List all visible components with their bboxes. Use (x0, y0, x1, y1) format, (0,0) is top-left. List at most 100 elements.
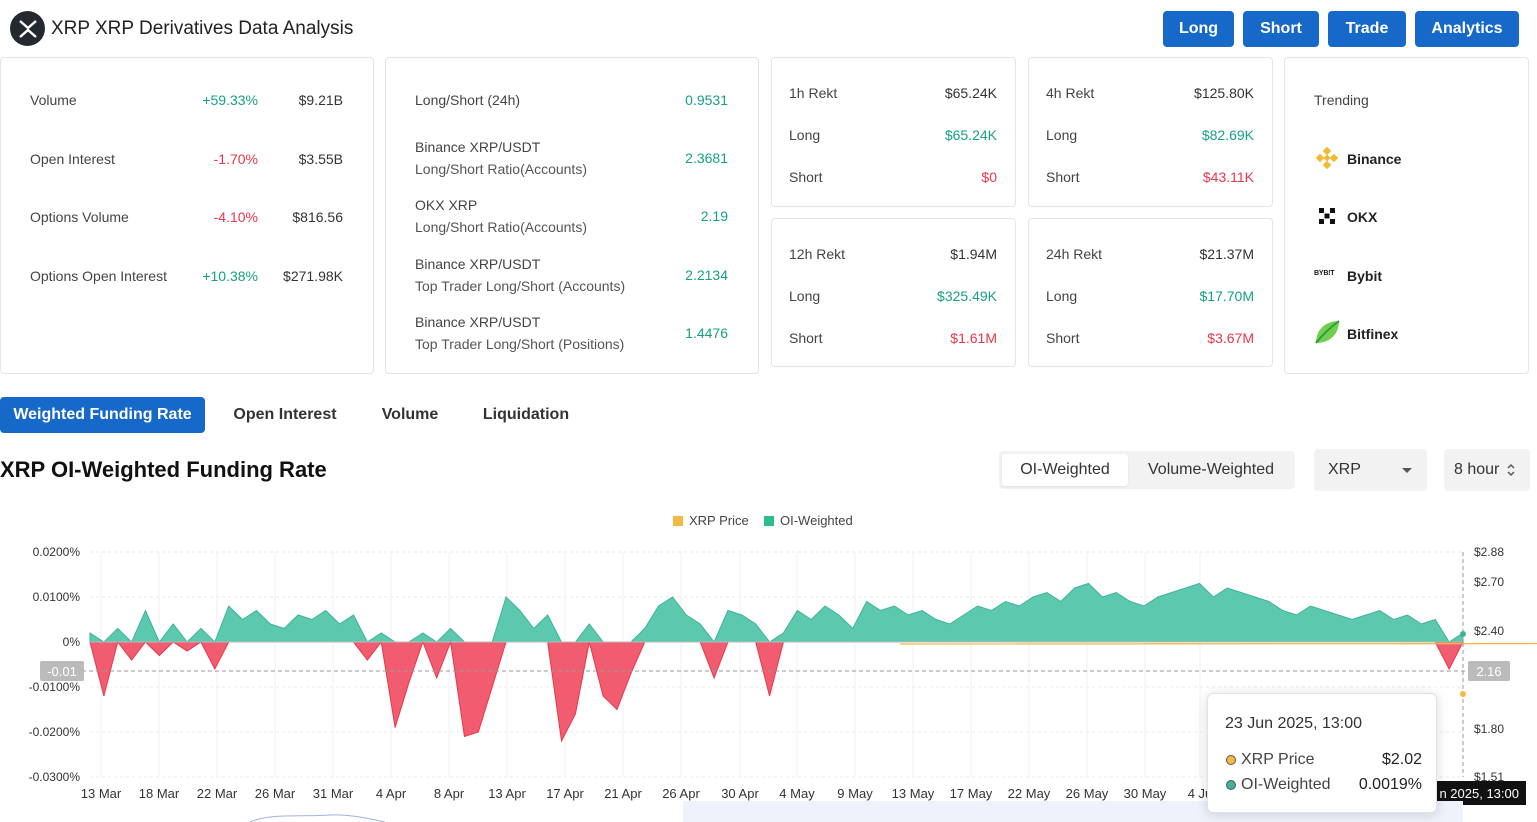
tooltip-oi-label: OI-Weighted (1241, 776, 1331, 793)
legend-swatch (673, 516, 683, 526)
chevron-down-icon (1402, 468, 1412, 473)
x-tick: 22 Mar (197, 786, 238, 801)
rekt-long-label: Long (1046, 288, 1078, 304)
tooltip-price-value: $2.02 (1381, 751, 1422, 768)
tooltip-date: 23 Jun 2025, 13:00 (1225, 715, 1363, 732)
market-label: Options Volume (30, 209, 129, 225)
y-left-tick: -0.0100% (29, 680, 81, 694)
rekt-title: 24h Rekt (1046, 246, 1103, 262)
y-right-tick: $2.88 (1474, 545, 1504, 559)
crosshair-right-label: 2.16 (1476, 664, 1501, 679)
ratio-value: 2.3681 (685, 150, 728, 166)
ratio-label: Binance XRP/USDT (415, 314, 541, 330)
x-tick: 4 Apr (376, 786, 407, 801)
market-label: Options Open Interest (30, 268, 167, 284)
tab-volume[interactable]: Volume (381, 406, 439, 423)
rekt-total: $65.24K (944, 85, 997, 101)
legend-label: OI-Weighted (780, 513, 853, 528)
coin-select[interactable]: XRP (1314, 449, 1427, 491)
oi-weighted-positive-area (89, 582, 1464, 643)
ratio-label: Binance XRP/USDT (415, 256, 541, 272)
x-tick: 30 May (1124, 786, 1167, 801)
tooltip-price-label: XRP Price (1241, 751, 1315, 768)
rekt-title: 1h Rekt (789, 85, 838, 101)
trade-button[interactable]: Trade (1328, 11, 1406, 47)
trending-item-bybit[interactable]: Bybit (1347, 268, 1382, 284)
trending-item-bitfinex[interactable]: Bitfinex (1347, 326, 1399, 342)
crosshair-x-label: n 2025, 13:00 (1439, 786, 1519, 801)
x-tick: 22 May (1008, 786, 1051, 801)
x-tick: 13 May (892, 786, 935, 801)
navigator-series (249, 814, 386, 822)
tab-liquidation[interactable]: Liquidation (482, 406, 570, 423)
ratio-sublabel: Long/Short Ratio(Accounts) (415, 219, 587, 235)
market-change: -1.70% (213, 151, 258, 167)
bitfinex-icon (1313, 318, 1341, 346)
interval-select[interactable]: 8 hour (1444, 449, 1530, 491)
rekt-total: $1.94M (950, 246, 997, 262)
x-tick: 9 May (837, 786, 873, 801)
ratio-value: 2.19 (700, 208, 728, 224)
rekt-card (771, 57, 1016, 207)
legend-swatch (764, 516, 774, 526)
x-tick: 26 Apr (662, 786, 700, 801)
rekt-short-value: $1.61M (950, 330, 997, 346)
coin-select-value: XRP (1328, 461, 1361, 478)
x-tick: 13 Apr (488, 786, 526, 801)
rekt-total: $125.80K (1194, 85, 1254, 101)
y-left-tick: 0% (63, 635, 81, 649)
ratio-sublabel: Top Trader Long/Short (Positions) (415, 336, 625, 352)
tooltip-price-dot (1226, 755, 1236, 765)
market-label: Volume (30, 92, 77, 108)
xrp-price-hover-point (1460, 691, 1466, 697)
rekt-long-value: $65.24K (944, 127, 997, 143)
oi-weighted-hover-point (1460, 631, 1466, 637)
market-label: Open Interest (30, 151, 115, 167)
tooltip-oi-dot (1226, 780, 1236, 790)
market-value: $271.98K (283, 268, 343, 284)
rekt-long-value: $325.49K (937, 288, 997, 304)
ratio-value: 1.4476 (685, 325, 728, 341)
ratio-sublabel: Top Trader Long/Short (Accounts) (415, 278, 626, 294)
rekt-short-value: $0 (981, 169, 997, 185)
rekt-card (1028, 218, 1273, 367)
trending-item-okx[interactable]: OKX (1347, 209, 1378, 225)
chart-tooltip: 23 Jun 2025, 13:00 XRP Price $2.02 OI-We… (1207, 693, 1437, 813)
ratio-label: Long/Short (24h) (415, 92, 521, 108)
analytics-button[interactable]: Analytics (1415, 11, 1519, 47)
rekt-long-value: $82.69K (1201, 127, 1254, 143)
funding-rate-chart[interactable]: XRP Price OI-Weighted 0.0200% 0.0100% 0% -0.0… (0, 505, 1537, 822)
short-button[interactable]: Short (1243, 11, 1319, 47)
crosshair-left-badge (40, 661, 84, 681)
tab-weighted-funding-rate[interactable]: Weighted Funding Rate (0, 397, 205, 433)
rekt-card (771, 218, 1016, 367)
x-tick: 17 May (950, 786, 993, 801)
ratio-label: Binance XRP/USDT (415, 139, 541, 155)
market-change: +10.38% (202, 268, 258, 284)
y-left-tick: -0.0200% (29, 725, 81, 739)
rekt-long-label: Long (789, 127, 821, 143)
x-tick: 17 Apr (546, 786, 584, 801)
page-title: XRP XRP Derivatives Data Analysis (51, 18, 354, 39)
tab-open-interest[interactable]: Open Interest (233, 406, 337, 423)
section-title: XRP OI-Weighted Funding Rate (0, 457, 327, 482)
rekt-title: 12h Rekt (789, 246, 846, 262)
volume-weighted-toggle[interactable]: Volume-Weighted (1148, 461, 1274, 478)
x-tick: 13 Mar (81, 786, 122, 801)
oi-weighted-toggle[interactable]: OI-Weighted (1002, 454, 1128, 486)
rekt-title: 4h Rekt (1046, 85, 1095, 101)
trending-item-binance[interactable]: Binance (1347, 151, 1402, 167)
long-button[interactable]: Long (1163, 11, 1234, 47)
rekt-card (1028, 57, 1273, 207)
market-stats-card (0, 57, 374, 374)
x-tick: 18 Mar (139, 786, 180, 801)
legend-label: XRP Price (689, 513, 749, 528)
ratio-sublabel: Long/Short Ratio(Accounts) (415, 161, 587, 177)
bybit-icon: BYB!T (1314, 270, 1335, 277)
x-tick: 26 Mar (255, 786, 296, 801)
x-tick: 4 May (779, 786, 815, 801)
rekt-short-label: Short (789, 169, 823, 185)
ratio-label: OKX XRP (415, 197, 478, 213)
y-left-tick: 0.0100% (33, 590, 81, 604)
ratio-value: 0.9531 (685, 92, 728, 108)
